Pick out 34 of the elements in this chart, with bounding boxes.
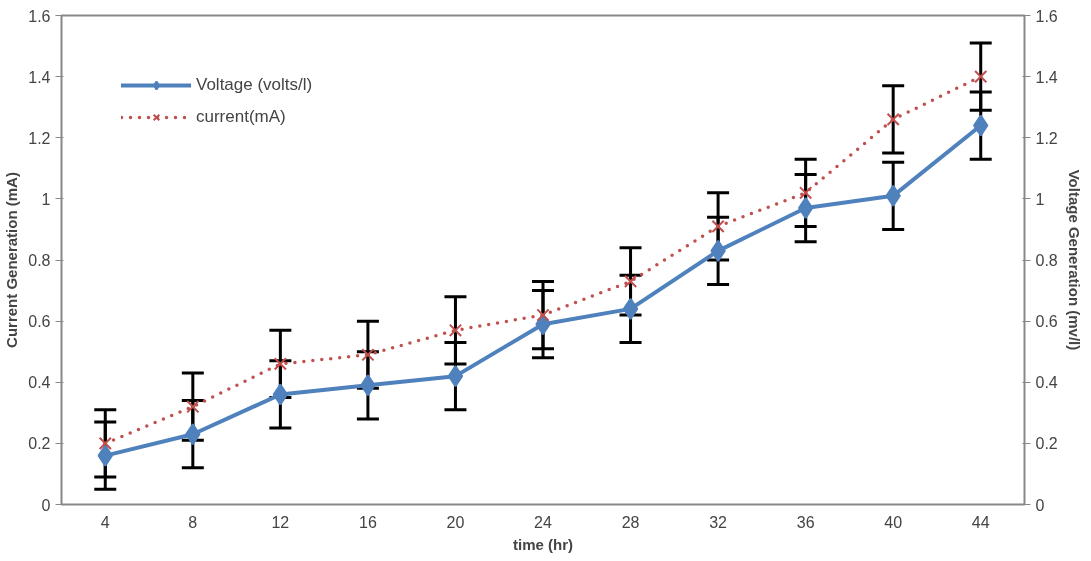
y2-tick-label: 1.2	[1035, 129, 1058, 147]
x-tick-label: 8	[188, 513, 198, 531]
y-tick-label: 0.8	[28, 252, 51, 269]
y-tick-label: 1.4	[28, 68, 51, 86]
x-tick-label: 20	[446, 513, 465, 531]
x-axis-title: time (hr)	[513, 535, 573, 553]
y-tick-label: 0.2	[28, 435, 51, 453]
y2-tick-label: 1.4	[1035, 68, 1058, 86]
y2-tick-label: 0.2	[1035, 435, 1058, 453]
y2-axis-title: Voltage Generation (mv/l)	[1065, 169, 1083, 351]
x-tick-label: 32	[709, 513, 728, 531]
x-tick-label: 36	[796, 513, 815, 531]
y2-tick-label: 0	[1035, 496, 1045, 514]
y2-tick-label: 0.6	[1035, 313, 1058, 331]
y-tick-label: 0.4	[28, 374, 51, 392]
y2-tick-label: 0.8	[1035, 252, 1058, 269]
y-tick-label: 0.6	[28, 313, 51, 331]
y-axis-title: Current Generation (mA)	[3, 172, 21, 348]
x-tick-label: 16	[359, 513, 377, 531]
y-tick-label: 1.6	[28, 7, 51, 25]
y-tick-label: 1	[41, 190, 51, 208]
x-tick-label: 40	[884, 513, 903, 531]
x-tick-label: 44	[971, 513, 990, 531]
y2-tick-label: 1.6	[1035, 7, 1058, 25]
y-tick-label: 1.2	[28, 129, 51, 147]
y2-tick-label: 0.4	[1035, 374, 1058, 392]
x-tick-label: 28	[621, 513, 640, 531]
x-tick-label: 4	[100, 513, 110, 531]
x-tick-label: 12	[271, 513, 290, 531]
legend-label: Voltage (volts/l)	[196, 75, 313, 95]
x-tick-label: 24	[534, 513, 552, 531]
y-tick-label: 0	[41, 496, 51, 514]
legend-label: current(mA)	[196, 107, 286, 127]
y2-tick-label: 1	[1035, 190, 1045, 208]
